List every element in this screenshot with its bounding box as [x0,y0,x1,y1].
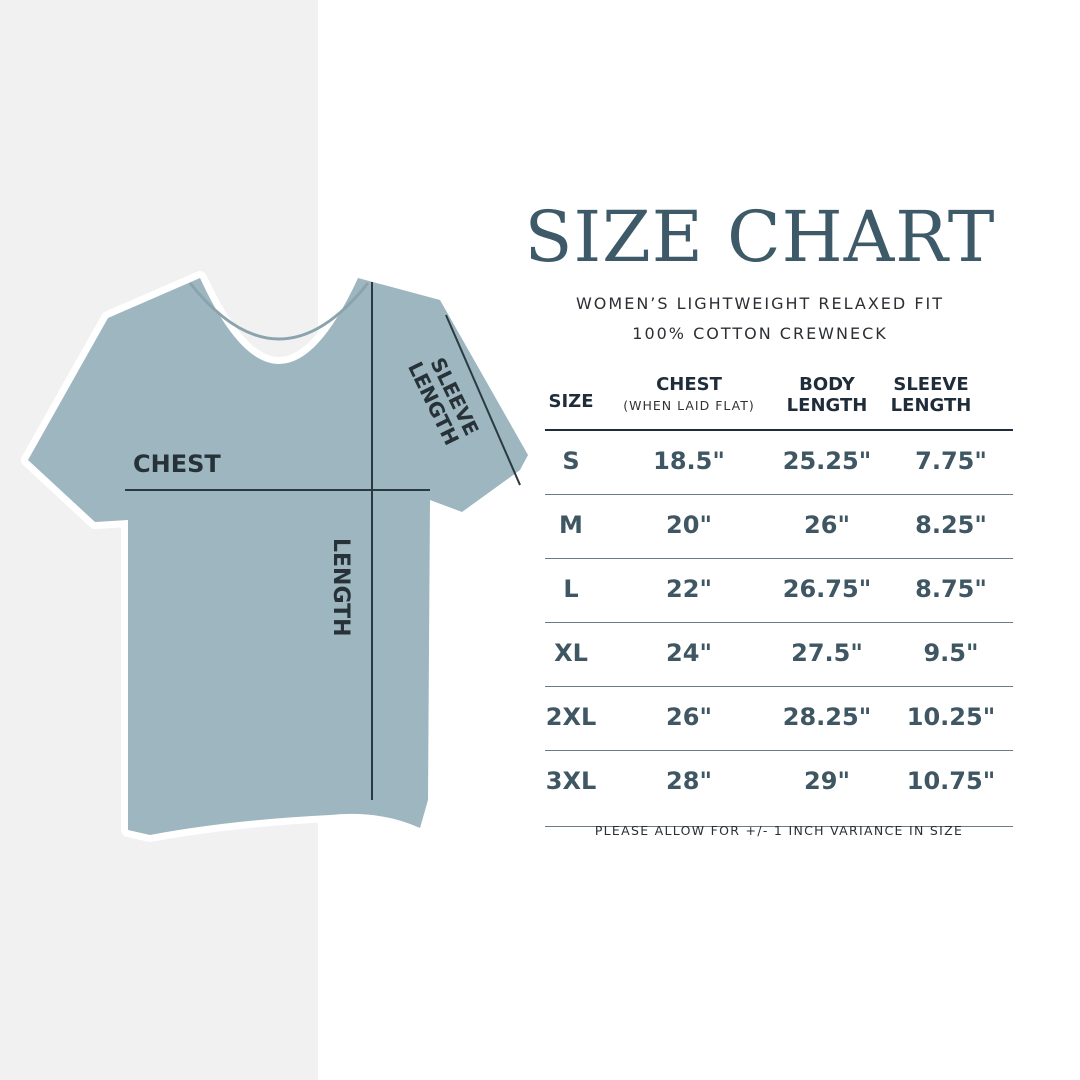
subtitle-line1: WOMEN’S LIGHTWEIGHT RELAXED FIT [575,294,945,313]
header-chest-note: (WHEN LAID FLAT) [623,398,755,413]
cell-chest: 18.5" [653,447,725,475]
cell-size: 2XL [545,703,597,731]
header-sleeve-length: SLEEVE LENGTH [876,374,986,416]
tshirt-diagram: CHEST LENGTH SLEEVE LENGTH [21,271,535,842]
cell-sleeve: 10.75" [906,767,996,795]
cell-body: 26" [804,511,850,539]
cell-chest: 20" [666,511,712,539]
header-body-line1: BODY [799,374,855,395]
header-body-length: BODY LENGTH [772,374,882,416]
header-body-line2: LENGTH [786,395,868,416]
row-divider [545,750,1013,751]
cell-body: 28.25" [782,703,872,731]
cell-sleeve: 8.75" [915,575,987,603]
cell-sleeve: 7.75" [915,447,987,475]
cell-size: L [563,575,579,603]
header-divider [545,429,1013,431]
tshirt-body [28,278,528,835]
page-title: SIZE CHART [524,196,996,278]
cell-chest: 22" [666,575,712,603]
neck-collar [188,282,370,341]
header-size: SIZE [548,391,594,412]
row-divider [545,558,1013,559]
cell-body: 25.25" [782,447,872,475]
subtitle-line2: 100% COTTON CREWNECK [632,324,888,343]
row-divider [545,826,1013,827]
cell-size: S [562,447,580,475]
cell-size: M [559,511,583,539]
header-chest: CHEST (WHEN LAID FLAT) [604,374,774,416]
cell-chest: 28" [666,767,712,795]
variance-note: PLEASE ALLOW FOR +/- 1 INCH VARIANCE IN … [594,823,964,838]
row-divider [545,686,1013,687]
row-divider [545,494,1013,495]
cell-sleeve: 9.5" [923,639,979,667]
cell-body: 27.5" [791,639,863,667]
cell-chest: 26" [666,703,712,731]
header-sleeve-line2: LENGTH [890,395,972,416]
length-label: LENGTH [328,538,353,637]
cell-size: XL [554,639,588,667]
cell-body: 26.75" [782,575,872,603]
cell-chest: 24" [666,639,712,667]
header-chest-label: CHEST [656,374,722,395]
cell-sleeve: 10.25" [906,703,996,731]
cell-sleeve: 8.25" [915,511,987,539]
sleeve-measure-line [445,314,521,486]
row-divider [545,622,1013,623]
cell-body: 29" [804,767,850,795]
header-sleeve-line1: SLEEVE [893,374,969,395]
cell-size: 3XL [545,767,597,795]
chest-label: CHEST [133,450,221,478]
